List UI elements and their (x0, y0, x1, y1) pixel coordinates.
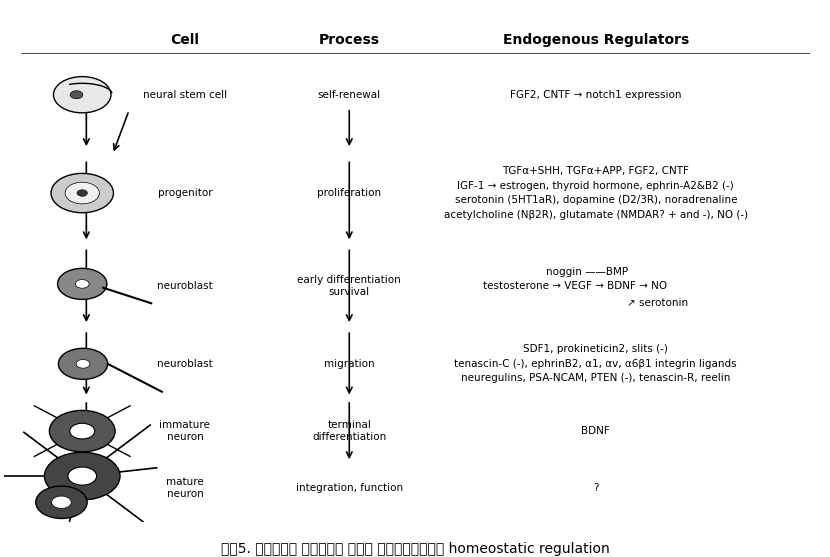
Circle shape (76, 280, 89, 288)
Circle shape (70, 423, 95, 439)
Text: serotonin (5HT1aR), dopamine (D2/3R), noradrenaline: serotonin (5HT1aR), dopamine (D2/3R), no… (455, 196, 737, 206)
Text: migration: migration (324, 359, 374, 369)
Text: Endogenous Regulators: Endogenous Regulators (503, 33, 689, 47)
Text: 그림5. 중추신경계 신경생성을 포함한 생체조절인자들의 homeostatic regulation: 그림5. 중추신경계 신경생성을 포함한 생체조절인자들의 homeostati… (221, 543, 609, 556)
Text: early differentiation
survival: early differentiation survival (297, 275, 401, 297)
Circle shape (71, 91, 83, 99)
Text: terminal
differentiation: terminal differentiation (312, 421, 387, 442)
Circle shape (58, 348, 108, 379)
Text: BDNF: BDNF (581, 426, 610, 436)
Text: testosterone → VEGF → BDNF → NO: testosterone → VEGF → BDNF → NO (483, 281, 667, 291)
Text: neuregulins, PSA-NCAM, PTEN (-), tenascin-R, reelin: neuregulins, PSA-NCAM, PTEN (-), tenasci… (461, 373, 730, 383)
Circle shape (36, 486, 87, 519)
Circle shape (53, 77, 111, 113)
Circle shape (57, 268, 107, 300)
Text: mature
neuron: mature neuron (166, 477, 204, 499)
Text: tenascin-C (-), ephrinB2, α1, αv, α6β1 integrin ligands: tenascin-C (-), ephrinB2, α1, αv, α6β1 i… (455, 359, 737, 369)
Text: noggin ——BMP: noggin ——BMP (546, 267, 628, 277)
Text: IGF-1 → estrogen, thyroid hormone, ephrin-A2&B2 (-): IGF-1 → estrogen, thyroid hormone, ephri… (457, 181, 735, 191)
Text: integration, function: integration, function (295, 483, 403, 493)
Circle shape (45, 452, 120, 500)
Text: acetylcholine (Nβ2R), glutamate (NMDAR? + and -), NO (-): acetylcholine (Nβ2R), glutamate (NMDAR? … (444, 210, 748, 220)
Text: neuroblast: neuroblast (157, 359, 212, 369)
Text: immature
neuron: immature neuron (159, 421, 210, 442)
Circle shape (76, 359, 90, 368)
Text: progenitor: progenitor (158, 188, 212, 198)
Circle shape (77, 190, 87, 197)
Text: Process: Process (319, 33, 380, 47)
Text: Cell: Cell (170, 33, 199, 47)
Circle shape (51, 173, 114, 213)
Text: self-renewal: self-renewal (318, 90, 381, 100)
Text: neural stem cell: neural stem cell (143, 90, 227, 100)
Circle shape (49, 411, 115, 452)
Text: proliferation: proliferation (317, 188, 381, 198)
Circle shape (68, 467, 96, 485)
Text: ?: ? (593, 483, 598, 493)
Text: neuroblast: neuroblast (157, 281, 212, 291)
Text: TGFα+SHH, TGFα+APP, FGF2, CNTF: TGFα+SHH, TGFα+APP, FGF2, CNTF (502, 167, 689, 177)
Text: FGF2, CNTF → notch1 expression: FGF2, CNTF → notch1 expression (510, 90, 681, 100)
Circle shape (65, 182, 100, 204)
Text: ↗ serotonin: ↗ serotonin (627, 298, 688, 308)
Text: SDF1, prokineticin2, slits (-): SDF1, prokineticin2, slits (-) (524, 344, 668, 354)
Circle shape (51, 496, 71, 509)
